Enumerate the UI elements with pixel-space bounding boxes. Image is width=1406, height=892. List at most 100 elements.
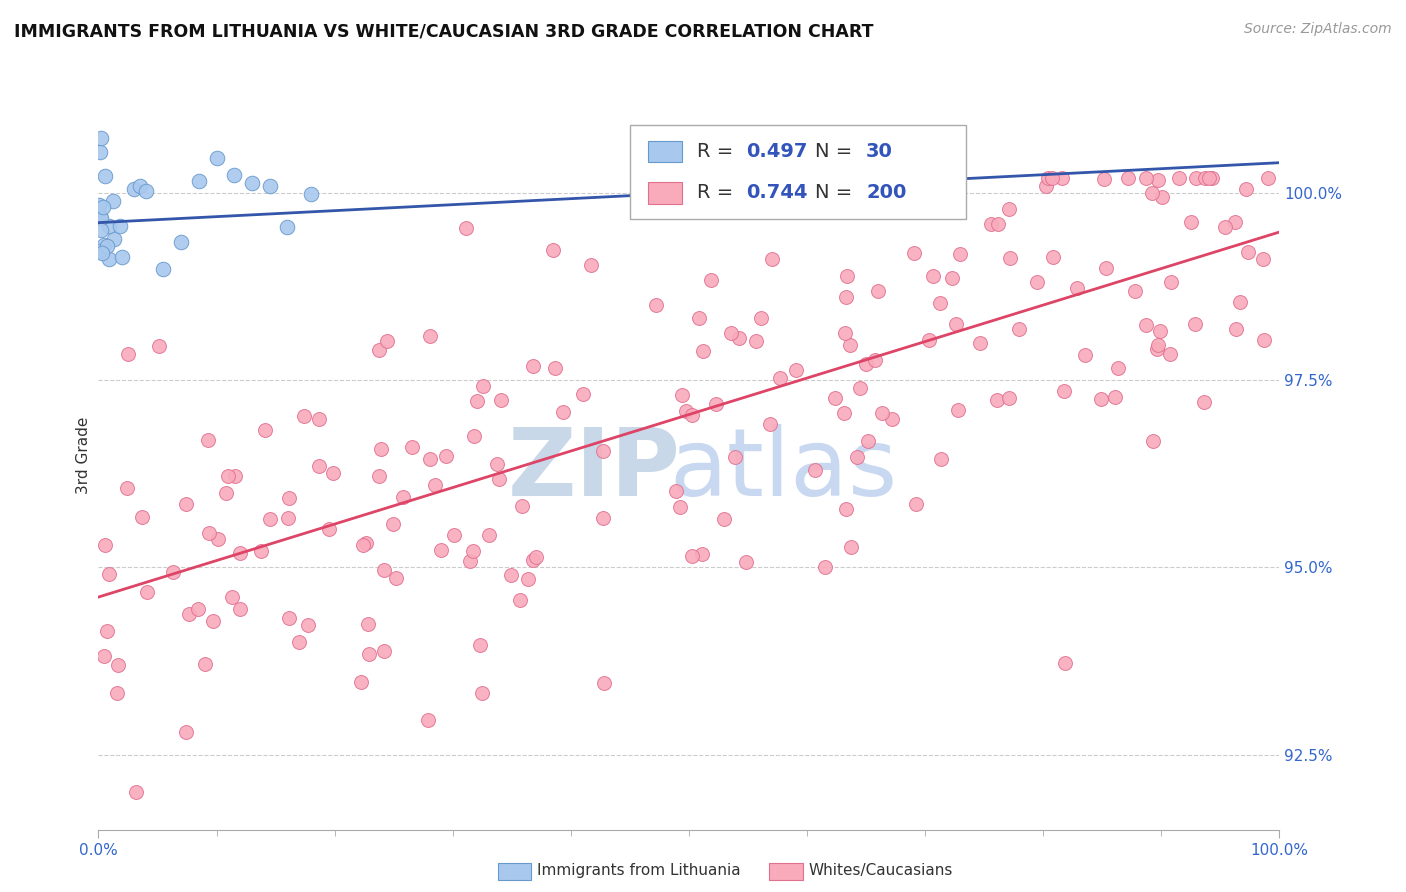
Point: [1223, 215, 1246, 229]
Point: [1052, 384, 1074, 398]
Point: [510, 499, 533, 513]
Point: [593, 676, 616, 690]
Point: [1201, 170, 1223, 185]
Text: N =: N =: [815, 142, 859, 161]
Point: [94, 169, 117, 183]
Point: [692, 344, 714, 359]
Point: [1135, 318, 1157, 333]
Point: [416, 713, 439, 727]
Point: [681, 408, 703, 422]
Point: [96, 624, 118, 638]
Point: [941, 271, 963, 285]
Point: [93, 237, 115, 252]
Point: [111, 250, 134, 264]
Point: [308, 412, 330, 426]
Point: [253, 423, 276, 437]
Point: [948, 402, 970, 417]
Point: [187, 174, 209, 188]
Point: [1092, 172, 1115, 186]
Point: [1140, 186, 1163, 200]
Point: [90, 223, 112, 237]
Point: [90, 211, 112, 225]
Point: [910, 170, 932, 185]
Point: [758, 417, 780, 432]
Point: [198, 526, 221, 541]
Point: [176, 724, 198, 739]
Point: [720, 326, 742, 341]
Point: [841, 540, 863, 554]
Point: [128, 178, 150, 193]
Point: [949, 247, 972, 261]
Point: [824, 391, 846, 405]
Point: [1225, 322, 1247, 336]
Text: N =: N =: [815, 183, 859, 202]
Point: [117, 347, 139, 361]
Point: [1008, 322, 1031, 336]
Point: [489, 393, 512, 408]
Point: [471, 686, 494, 700]
Point: [292, 409, 315, 423]
Point: [592, 444, 614, 458]
Point: [904, 497, 927, 511]
Point: [478, 528, 501, 542]
Point: [228, 546, 250, 560]
Point: [1036, 170, 1059, 185]
Point: [1107, 361, 1129, 376]
Text: Whites/Caucasians: Whites/Caucasians: [808, 863, 953, 878]
Point: [669, 500, 692, 515]
Point: [870, 406, 893, 420]
Point: [785, 363, 807, 377]
Point: [429, 542, 451, 557]
Point: [277, 611, 299, 625]
Point: [308, 459, 330, 474]
Point: [1150, 190, 1173, 204]
Point: [217, 469, 239, 483]
Text: 30: 30: [866, 142, 893, 161]
Point: [761, 252, 783, 266]
Point: [98, 219, 121, 233]
Point: [170, 235, 193, 249]
Point: [845, 450, 868, 464]
Point: [1236, 245, 1258, 260]
Point: [122, 182, 145, 196]
Point: [229, 602, 252, 616]
Point: [769, 370, 792, 384]
Point: [259, 512, 281, 526]
Point: [250, 544, 273, 558]
Point: [434, 449, 457, 463]
Point: [370, 442, 392, 456]
Point: [1000, 251, 1022, 265]
Point: [834, 326, 856, 341]
Point: [94, 538, 117, 552]
Point: [90, 130, 112, 145]
Point: [969, 336, 991, 351]
Point: [1184, 318, 1206, 332]
Point: [858, 434, 880, 449]
Point: [1180, 215, 1202, 229]
Point: [592, 511, 614, 525]
Point: [1074, 348, 1097, 362]
Point: [368, 468, 391, 483]
Point: [98, 566, 121, 581]
Point: [277, 511, 299, 525]
Point: [724, 450, 747, 464]
Point: [903, 246, 925, 260]
Point: [544, 361, 567, 376]
Point: [700, 273, 723, 287]
FancyBboxPatch shape: [648, 182, 682, 203]
Point: [1035, 178, 1057, 193]
Point: [278, 491, 301, 505]
Point: [221, 590, 243, 604]
Point: [987, 217, 1010, 231]
Point: [866, 284, 889, 298]
Point: [179, 607, 201, 621]
Point: [803, 463, 825, 477]
Point: [354, 535, 377, 549]
Point: [835, 268, 858, 283]
Point: [1104, 391, 1126, 405]
Point: [124, 785, 146, 799]
Point: [1135, 170, 1157, 185]
Point: [1192, 395, 1215, 409]
Point: [948, 197, 970, 211]
Point: [299, 187, 322, 202]
